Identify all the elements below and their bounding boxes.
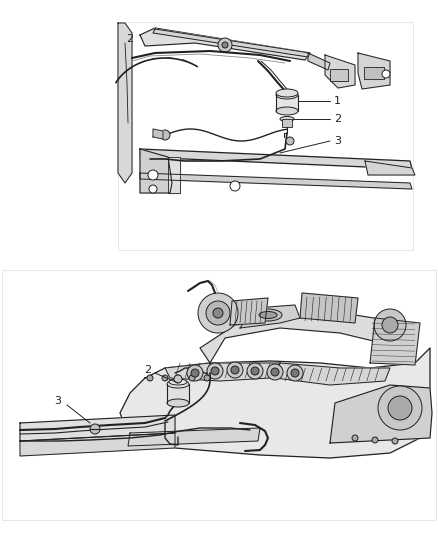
Polygon shape bbox=[140, 28, 310, 60]
Polygon shape bbox=[20, 415, 175, 441]
Circle shape bbox=[204, 375, 210, 381]
Text: 1: 1 bbox=[334, 96, 341, 106]
Circle shape bbox=[90, 424, 100, 434]
Text: 2: 2 bbox=[127, 34, 134, 44]
Ellipse shape bbox=[167, 399, 189, 407]
Circle shape bbox=[230, 181, 240, 191]
Polygon shape bbox=[118, 23, 132, 183]
Polygon shape bbox=[230, 298, 268, 325]
Polygon shape bbox=[358, 53, 390, 89]
Polygon shape bbox=[140, 149, 172, 193]
Circle shape bbox=[174, 375, 182, 383]
Polygon shape bbox=[165, 363, 280, 381]
Polygon shape bbox=[365, 161, 415, 175]
Bar bbox=[330, 69, 348, 81]
Circle shape bbox=[191, 369, 199, 377]
Polygon shape bbox=[240, 305, 300, 328]
Circle shape bbox=[147, 375, 153, 381]
Text: 3: 3 bbox=[334, 136, 341, 146]
Bar bbox=[276, 95, 298, 111]
Bar bbox=[167, 384, 189, 403]
Circle shape bbox=[382, 70, 390, 78]
Ellipse shape bbox=[254, 309, 282, 321]
Circle shape bbox=[189, 375, 195, 381]
Circle shape bbox=[227, 362, 243, 378]
Polygon shape bbox=[325, 55, 355, 88]
Ellipse shape bbox=[167, 380, 189, 388]
Circle shape bbox=[175, 375, 181, 381]
Polygon shape bbox=[168, 157, 180, 193]
Text: 3: 3 bbox=[54, 396, 61, 406]
Circle shape bbox=[267, 364, 283, 380]
Circle shape bbox=[247, 363, 263, 379]
Circle shape bbox=[211, 367, 219, 375]
Text: 2: 2 bbox=[145, 365, 152, 375]
Polygon shape bbox=[120, 348, 430, 458]
Circle shape bbox=[286, 137, 294, 145]
Circle shape bbox=[149, 185, 157, 193]
Circle shape bbox=[251, 367, 259, 375]
Circle shape bbox=[352, 435, 358, 441]
Ellipse shape bbox=[169, 379, 187, 385]
Text: 2: 2 bbox=[334, 114, 341, 124]
Circle shape bbox=[218, 38, 232, 52]
Polygon shape bbox=[370, 318, 420, 365]
Circle shape bbox=[162, 375, 168, 381]
Ellipse shape bbox=[280, 117, 294, 122]
Ellipse shape bbox=[276, 89, 298, 97]
Circle shape bbox=[291, 369, 299, 377]
Circle shape bbox=[160, 130, 170, 140]
Polygon shape bbox=[20, 433, 175, 456]
Circle shape bbox=[271, 368, 279, 376]
Ellipse shape bbox=[259, 311, 277, 319]
Circle shape bbox=[378, 386, 422, 430]
Polygon shape bbox=[308, 53, 330, 70]
Circle shape bbox=[187, 365, 203, 381]
Circle shape bbox=[206, 301, 230, 325]
Polygon shape bbox=[300, 293, 358, 323]
Polygon shape bbox=[140, 173, 412, 189]
Polygon shape bbox=[153, 29, 310, 57]
Polygon shape bbox=[275, 363, 390, 385]
Bar bbox=[2, 270, 436, 520]
Ellipse shape bbox=[276, 91, 298, 99]
Circle shape bbox=[207, 363, 223, 379]
Ellipse shape bbox=[276, 107, 298, 115]
Polygon shape bbox=[128, 428, 260, 446]
Bar bbox=[364, 67, 384, 79]
Circle shape bbox=[388, 396, 412, 420]
Circle shape bbox=[372, 437, 378, 443]
Circle shape bbox=[287, 365, 303, 381]
Polygon shape bbox=[153, 129, 163, 139]
Circle shape bbox=[222, 42, 228, 48]
Polygon shape bbox=[200, 315, 415, 363]
Circle shape bbox=[392, 438, 398, 444]
Bar bbox=[118, 22, 413, 250]
Bar bbox=[282, 119, 292, 127]
Circle shape bbox=[213, 308, 223, 318]
Circle shape bbox=[231, 366, 239, 374]
Circle shape bbox=[382, 317, 398, 333]
Polygon shape bbox=[330, 385, 432, 443]
Circle shape bbox=[374, 309, 406, 341]
Polygon shape bbox=[140, 149, 412, 169]
Circle shape bbox=[148, 170, 158, 180]
Circle shape bbox=[198, 293, 238, 333]
